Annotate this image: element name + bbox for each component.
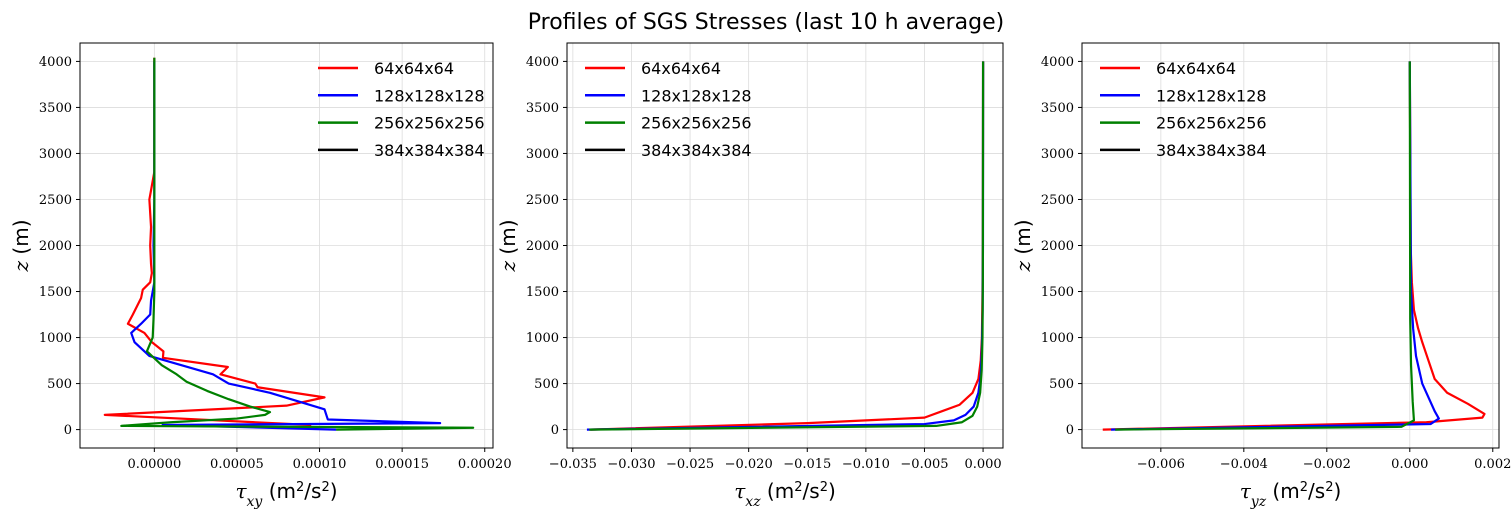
- subplot-2: −0.035 −0.030 −0.025 −0.020 −0.015 −0.010 −0.0…: [496, 42, 1004, 510]
- series-line-256x256x256: [1115, 61, 1416, 431]
- y-tick-label: 4000: [39, 55, 72, 70]
- y-axis-label: z (m): [9, 220, 33, 273]
- figure-title: Profiles of SGS Stresses (last 10 h aver…: [528, 10, 1004, 35]
- legend-label: 64x64x64: [641, 59, 721, 78]
- y-tick-label: 0: [1066, 423, 1074, 438]
- y-tick-label: 2500: [39, 193, 72, 208]
- legend-label: 256x256x256: [641, 114, 752, 133]
- x-tick-label: 0.00010: [293, 457, 347, 472]
- y-tick-label: 4000: [1041, 55, 1074, 70]
- y-tick-label: 3500: [1041, 101, 1074, 116]
- x-tick-label: −0.002: [1303, 457, 1351, 472]
- y-tick-label: 1500: [1041, 285, 1074, 300]
- x-axis-label: τxz (m2/s2): [734, 479, 836, 510]
- x-tick-label: 0.000: [1391, 457, 1428, 472]
- y-tick-label: 2000: [1041, 239, 1074, 254]
- legend-label: 256x256x256: [374, 114, 485, 133]
- series-line-64x64x64: [1102, 61, 1486, 431]
- x-tick-label: 0.00000: [127, 457, 181, 472]
- y-tick-label: 3500: [526, 101, 559, 116]
- y-tick-label: 4000: [526, 55, 559, 70]
- legend-label: 384x384x384: [1156, 141, 1267, 160]
- x-tick-label: −0.015: [783, 457, 831, 472]
- x-tick-label: 0.002: [1474, 457, 1511, 472]
- y-axis-label: z (m): [496, 220, 520, 273]
- x-tick-label: 0.000: [964, 457, 1001, 472]
- x-tick-label: −0.005: [900, 457, 948, 472]
- legend: 64x64x64 128x128x128 256x256x256 384x384x38…: [585, 59, 752, 160]
- y-tick-label: 2000: [39, 239, 72, 254]
- y-axis-label: z (m): [1011, 220, 1035, 273]
- y-tick-label: 2000: [526, 239, 559, 254]
- legend-label: 128x128x128: [374, 86, 485, 105]
- y-tick-label: 500: [47, 377, 72, 392]
- subplot-3: −0.006 −0.004 −0.002 0.000 0.002 0 500 1000 1500…: [1011, 42, 1511, 510]
- legend-label: 64x64x64: [374, 59, 454, 78]
- y-tick-label: 2500: [1041, 193, 1074, 208]
- legend: 64x64x64 128x128x128 256x256x256 384x384x38…: [318, 59, 485, 160]
- y-tick-label: 0: [551, 423, 559, 438]
- x-axis-label: τyz (m2/s2): [1240, 479, 1342, 510]
- y-tick-label: 3000: [526, 147, 559, 162]
- x-tick-label: −0.020: [725, 457, 773, 472]
- y-tick-label: 3000: [1041, 147, 1074, 162]
- y-tick-label: 3000: [39, 147, 72, 162]
- y-tick-label: 1000: [1041, 331, 1074, 346]
- x-tick-label: −0.035: [549, 457, 597, 472]
- x-tick-label: −0.010: [842, 457, 890, 472]
- y-tick-label: 1500: [39, 285, 72, 300]
- x-tick-label: −0.030: [607, 457, 655, 472]
- x-tick-label: −0.025: [666, 457, 714, 472]
- legend-label: 128x128x128: [1156, 86, 1267, 105]
- legend-label: 256x256x256: [1156, 114, 1267, 133]
- x-tick-label: −0.006: [1137, 457, 1185, 472]
- legend-label: 384x384x384: [374, 141, 485, 160]
- series-line-256x256x256: [120, 57, 475, 431]
- x-tick-label: 0.00005: [210, 457, 264, 472]
- subplots: 0.00000 0.00005 0.00010 0.00015 0.0002005001…: [9, 42, 1511, 510]
- y-tick-label: 1000: [39, 331, 72, 346]
- legend-label: 384x384x384: [641, 141, 752, 160]
- x-tick-label: 0.00015: [375, 457, 429, 472]
- series-line-256x256x256: [589, 61, 985, 431]
- y-tick-label: 500: [534, 377, 559, 392]
- x-tick-label: 0.00020: [458, 457, 512, 472]
- y-tick-label: 500: [1049, 377, 1074, 392]
- legend: 64x64x64 128x128x128 256x256x256 384x384x38…: [1100, 59, 1267, 160]
- series-line-128x128x128: [1111, 61, 1440, 431]
- y-tick-label: 0: [64, 423, 72, 438]
- subplot-1: 0.00000 0.00005 0.00010 0.00015 0.00020 0 500 1…: [9, 42, 512, 510]
- x-tick-label: −0.004: [1220, 457, 1268, 472]
- y-tick-label: 3500: [39, 101, 72, 116]
- legend-label: 64x64x64: [1156, 59, 1236, 78]
- y-tick-label: 1000: [526, 331, 559, 346]
- legend-label: 128x128x128: [641, 86, 752, 105]
- y-tick-label: 1500: [526, 285, 559, 300]
- y-tick-label: 2500: [526, 193, 559, 208]
- x-axis-label: τxy (m2/s2): [235, 479, 337, 510]
- series-line-64x64x64: [103, 57, 326, 427]
